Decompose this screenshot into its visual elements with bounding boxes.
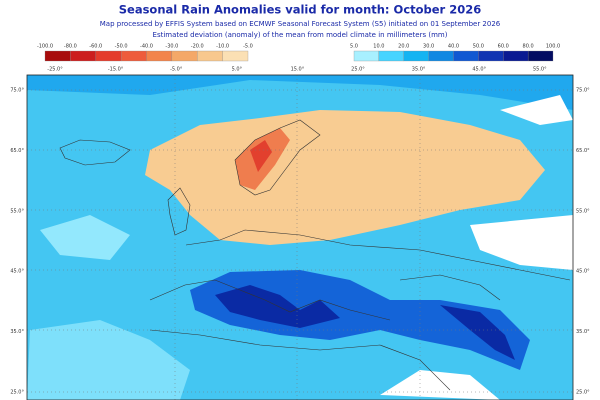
anomaly-area: [250, 140, 272, 172]
legend-swatch: [527, 50, 554, 62]
lat-label: 45.0°: [10, 269, 24, 275]
legend-swatch: [478, 50, 504, 62]
legend-label: 5.0: [350, 44, 358, 50]
no-data-area: [380, 370, 500, 400]
coastlines: [59, 119, 571, 391]
map-frame: [26, 74, 574, 400]
legend-swatch: [222, 50, 249, 62]
lat-label: 35.0°: [10, 329, 24, 335]
legend-label: 40.0: [448, 44, 459, 50]
lat-label: 25.0°: [10, 390, 24, 396]
legend-swatch: [503, 50, 529, 62]
legend-swatch: [70, 50, 96, 62]
legend-swatch: [146, 50, 173, 62]
legend-swatch: [403, 50, 429, 62]
lat-label: 25.0°: [576, 390, 590, 396]
anomaly-area: [27, 320, 190, 400]
anomaly-area: [215, 285, 340, 328]
legend-swatch: [353, 50, 380, 62]
subtitle: Estimated deviation (anomaly) of the mea…: [153, 31, 448, 39]
legend-label: -5.0: [243, 44, 253, 50]
legend-label: 20.0: [398, 44, 409, 50]
lon-label: -15.0°: [108, 67, 124, 73]
legend-label: 50.0: [473, 44, 484, 50]
legend-label: -30.0: [165, 44, 178, 50]
anomaly-area: [40, 215, 130, 260]
lon-label: 15.0°: [291, 67, 305, 73]
legend-swatch: [197, 50, 223, 62]
no-data-area: [500, 95, 573, 125]
legend-label: 100.0: [546, 44, 560, 50]
lat-label: 55.0°: [10, 208, 24, 214]
legend-swatch: [453, 50, 479, 62]
legend-swatch: [44, 50, 71, 62]
legend-label: -100.0: [37, 44, 53, 50]
legend-swatch: [428, 50, 454, 62]
title: Seasonal Rain Anomalies valid for month:…: [119, 3, 482, 17]
legend-label: -80.0: [64, 44, 77, 50]
lat-label: 35.0°: [576, 329, 590, 335]
legend-label: -50.0: [115, 44, 128, 50]
no-data-area: [470, 215, 573, 270]
lon-label: 35.0°: [412, 67, 426, 73]
legend-swatch: [378, 50, 404, 62]
legend-label: 30.0: [423, 44, 434, 50]
lon-label: 25.0°: [351, 67, 365, 73]
subtitle: Map processed by EFFIS System based on E…: [100, 20, 501, 28]
lat-label: 75.0°: [10, 88, 24, 94]
lon-label: -25.0°: [47, 67, 63, 73]
lat-label: 65.0°: [576, 148, 590, 154]
graticule: [27, 75, 573, 400]
lat-label: 75.0°: [576, 88, 590, 94]
lon-label: 5.0°: [232, 67, 243, 73]
legend-label: -10.0: [216, 44, 229, 50]
map: [26, 74, 574, 400]
lon-label: -5.0°: [170, 67, 183, 73]
anomaly-area: [440, 305, 515, 360]
legend-label: -40.0: [140, 44, 153, 50]
legend-swatch: [95, 50, 122, 62]
legend-label: 10.0: [373, 44, 384, 50]
anomaly-area: [27, 75, 573, 110]
legend-swatch: [120, 50, 147, 62]
legend-label: 60.0: [498, 44, 509, 50]
anomaly-area: [145, 110, 545, 245]
legend-label: -20.0: [191, 44, 204, 50]
legend-label: 80.0: [523, 44, 534, 50]
lon-label: 55.0°: [533, 67, 547, 73]
lon-label: 45.0°: [472, 67, 486, 73]
legend-swatch: [171, 50, 198, 62]
lat-label: 45.0°: [576, 269, 590, 275]
legend-label: -60.0: [89, 44, 102, 50]
lat-label: 55.0°: [576, 208, 590, 214]
lat-label: 65.0°: [10, 148, 24, 154]
